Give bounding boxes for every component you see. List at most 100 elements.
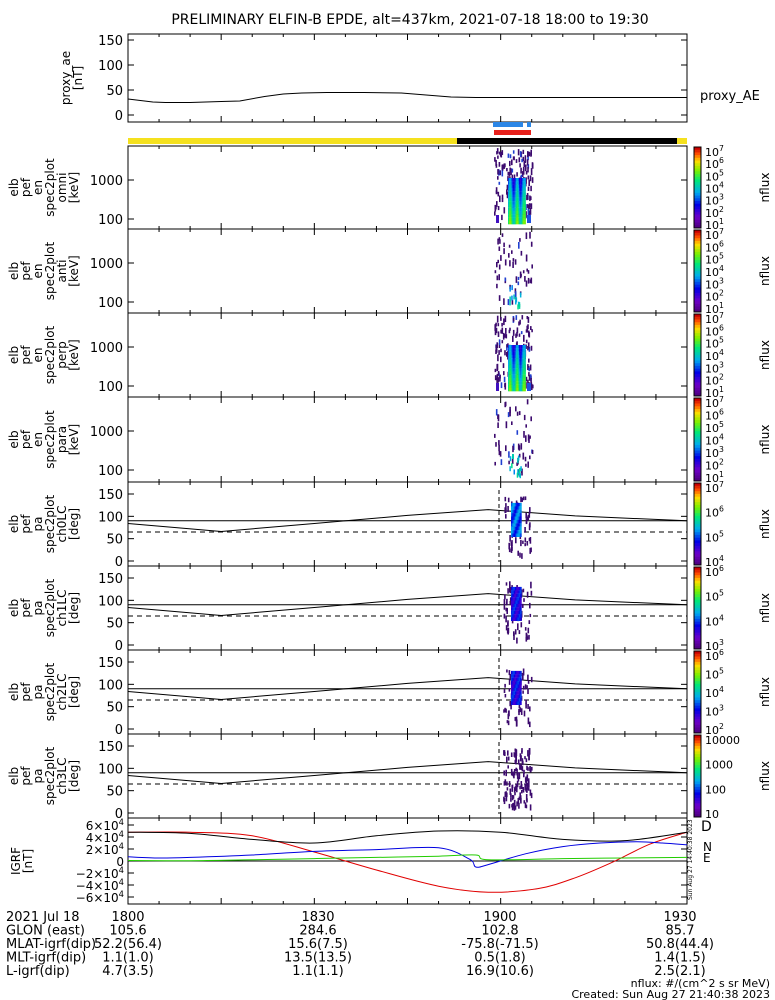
spectrogram-pixel xyxy=(528,754,530,760)
colorbar-tick-label: 102 xyxy=(705,373,724,388)
spectrogram-pixel xyxy=(514,194,516,198)
spectrogram-pixel xyxy=(518,600,521,604)
colorbar-cell xyxy=(694,209,701,213)
colorbar-tick-label: 104 xyxy=(705,264,724,279)
colorbar-cell xyxy=(694,781,701,785)
colorbar-cell xyxy=(694,152,701,156)
spectrogram-pixel xyxy=(516,361,519,365)
ylabel-line: IGRF xyxy=(9,847,23,875)
colorbar-cell xyxy=(694,298,701,302)
spectrogram-pixel xyxy=(532,384,534,389)
spectrogram-pixel xyxy=(508,381,510,385)
spectrogram-pixel xyxy=(518,701,521,705)
colorbar-tick-label: 103 xyxy=(705,360,724,375)
colorbar-cell xyxy=(694,562,701,566)
spectrogram-pixel xyxy=(513,769,516,776)
ylabel-line: spec2plot xyxy=(43,578,57,637)
spectrogram-pixel xyxy=(521,184,523,188)
colorbar-cell xyxy=(694,409,701,413)
spectrogram-pixel xyxy=(511,345,513,349)
footer-value: 1930 xyxy=(663,910,696,925)
colorbar-tick-label: 105 xyxy=(705,168,724,183)
spectrogram-pixel xyxy=(514,597,517,601)
spectrogram-pixel xyxy=(515,191,518,195)
en_perp-frame xyxy=(127,312,688,398)
footer-value: 52.2(56.4) xyxy=(94,937,162,952)
spectrogram-pixel xyxy=(505,421,508,429)
spectrogram-pixel xyxy=(495,349,497,355)
y-tick-label: 50 xyxy=(106,701,123,716)
spectrogram-pixel xyxy=(509,374,511,379)
spectrogram-pixel xyxy=(503,750,506,756)
spectrogram-pixel xyxy=(518,590,521,594)
spectrogram-pixel xyxy=(510,384,512,388)
colorbar-tick-label: 107 xyxy=(705,144,724,159)
spectrogram-pixel xyxy=(518,691,521,695)
spectrogram-pixel xyxy=(498,343,501,348)
colorbar-cell xyxy=(694,667,701,671)
spectrogram-pixel xyxy=(519,163,521,168)
spectrogram-pixel xyxy=(514,516,517,520)
spectrogram-pixel xyxy=(516,610,518,615)
spectrogram-pixel xyxy=(511,691,513,695)
spectrogram-pixel xyxy=(516,207,519,212)
spectrogram-pixel xyxy=(524,387,526,392)
spectrogram-pixel xyxy=(507,343,509,347)
spectrogram-pixel xyxy=(509,217,511,221)
spectrogram-pixel xyxy=(508,207,510,212)
colorbar-cell xyxy=(694,431,701,435)
spectrogram-pixel xyxy=(500,356,502,363)
spectrogram-pixel xyxy=(527,767,529,771)
spectrogram-pixel xyxy=(510,371,512,375)
spectrogram-pixel xyxy=(512,600,514,604)
spectrogram-pixel xyxy=(509,181,511,185)
spectrogram-pixel xyxy=(508,204,510,208)
spectrogram-pixel xyxy=(524,361,526,365)
spectrogram-pixel xyxy=(520,586,522,591)
spectrogram-pixel xyxy=(506,344,508,348)
spectrogram-pixel xyxy=(525,204,527,211)
spectrogram-pixel xyxy=(518,681,521,685)
spectrogram-pixel xyxy=(509,466,511,472)
spectrogram-pixel xyxy=(517,368,520,372)
colorbar-cell xyxy=(694,243,701,247)
spectrogram-pixel xyxy=(522,156,525,162)
colorbar-cell xyxy=(694,616,701,620)
colorbar-cell xyxy=(694,537,701,541)
spectrogram-pixel xyxy=(503,242,505,248)
spectrogram-pixel xyxy=(522,673,524,681)
colorbar-cell xyxy=(694,182,701,186)
y-tick-label: 100 xyxy=(98,380,123,395)
spectrogram-pixel xyxy=(498,444,500,452)
spectrogram-pixel xyxy=(517,519,520,524)
spectrogram-pixel xyxy=(526,591,529,598)
spectrogram-pixel xyxy=(529,208,532,215)
spectrogram-pixel xyxy=(506,781,508,786)
spectrogram-pixel xyxy=(514,519,517,524)
spectrogram-pixel xyxy=(506,168,508,172)
colorbar-label-text: nflux xyxy=(758,340,772,370)
spectrogram-pixel xyxy=(512,691,514,695)
spectrogram-pixel xyxy=(512,384,514,388)
spectrogram-pixel xyxy=(512,590,514,594)
colorbar-cell xyxy=(694,504,701,509)
spectrogram-pixel xyxy=(524,627,527,631)
spectrogram-pixel xyxy=(511,384,513,388)
ylabel-line: [nT] xyxy=(21,849,35,873)
spectrogram-pixel xyxy=(525,702,527,709)
spectrogram-pixel xyxy=(510,351,512,355)
spectrogram-pixel xyxy=(518,802,520,809)
spectrogram-pixel xyxy=(512,526,514,531)
spectrogram-pixel xyxy=(494,270,497,274)
colorbar-cell xyxy=(694,638,701,642)
spectrogram-pixel xyxy=(513,178,515,182)
ylabel-line: [deg] xyxy=(67,592,81,624)
ylabel-line: ch3LC xyxy=(55,758,69,795)
colorbar-cell xyxy=(694,171,701,175)
spectrogram-pixel xyxy=(521,748,523,753)
colorbar-label-text: nflux xyxy=(758,173,772,203)
spectrogram-pixel xyxy=(504,401,507,407)
spectrogram-pixel xyxy=(498,162,501,167)
ylabel-line: en xyxy=(31,180,45,195)
spectrogram-pixel xyxy=(514,211,516,215)
